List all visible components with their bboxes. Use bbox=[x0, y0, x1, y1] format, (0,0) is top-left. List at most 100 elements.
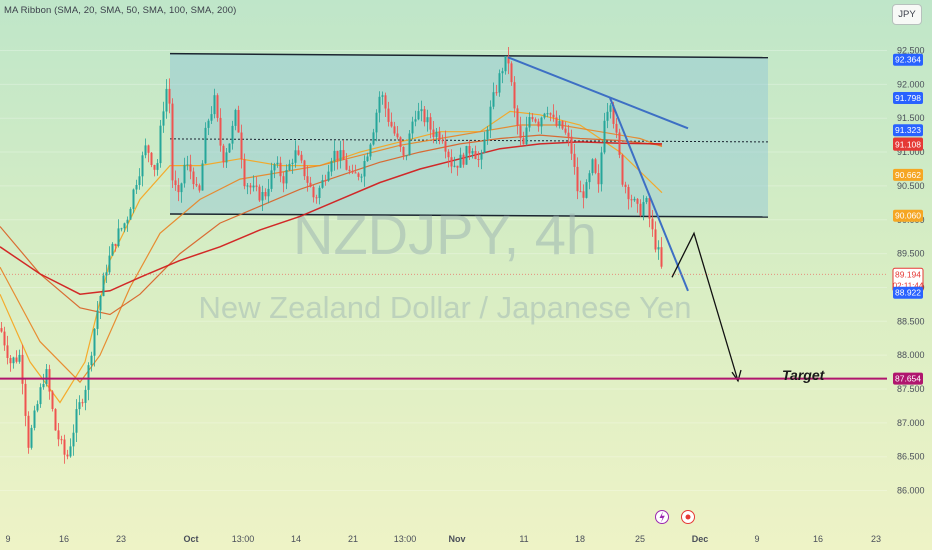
candle bbox=[594, 159, 597, 173]
candle bbox=[327, 171, 330, 181]
currency-badge[interactable]: JPY bbox=[892, 4, 922, 25]
candle bbox=[12, 357, 15, 364]
candle bbox=[255, 185, 258, 187]
candle bbox=[495, 92, 498, 94]
candle bbox=[645, 198, 648, 203]
candle bbox=[162, 111, 165, 126]
upper-trendline bbox=[507, 56, 689, 130]
candle bbox=[540, 117, 543, 127]
candle bbox=[231, 125, 234, 144]
x-tick-label: 13:00 bbox=[232, 534, 255, 544]
candle bbox=[450, 157, 453, 167]
candle bbox=[279, 162, 282, 177]
price-label-box bbox=[893, 53, 923, 66]
event-icon-dot bbox=[685, 514, 691, 520]
indicator-legend[interactable]: MA Ribbon (SMA, 20, SMA, 50, SMA, 100, S… bbox=[4, 5, 237, 16]
candle bbox=[468, 146, 471, 154]
candle bbox=[15, 357, 18, 362]
candle bbox=[60, 439, 63, 441]
candle bbox=[447, 151, 450, 158]
candle bbox=[66, 454, 69, 457]
candle bbox=[510, 63, 513, 83]
candle bbox=[615, 123, 618, 133]
candle bbox=[114, 243, 117, 246]
candle bbox=[462, 154, 465, 165]
candle bbox=[258, 186, 261, 201]
candle bbox=[294, 150, 297, 163]
candle bbox=[117, 228, 120, 246]
candle bbox=[342, 150, 345, 160]
candle bbox=[372, 132, 375, 145]
candle bbox=[621, 154, 624, 185]
candle bbox=[180, 183, 183, 193]
candle bbox=[30, 427, 33, 448]
y-tick-label: 90.500 bbox=[897, 181, 925, 191]
price-axis: 92.50092.00091.50091.00090.50090.00089.5… bbox=[892, 46, 925, 496]
lightning-event-icon[interactable] bbox=[655, 510, 669, 524]
candle bbox=[432, 129, 435, 137]
candle bbox=[561, 121, 564, 129]
candle bbox=[345, 159, 348, 170]
candle bbox=[108, 255, 111, 273]
price-label: 90.662 bbox=[893, 168, 923, 181]
channel-top-line bbox=[169, 52, 769, 59]
candle bbox=[159, 125, 162, 164]
candle bbox=[546, 113, 549, 115]
candle bbox=[9, 358, 12, 364]
candle bbox=[144, 145, 147, 156]
candle bbox=[534, 119, 537, 122]
candle bbox=[528, 117, 531, 128]
price-label: 88.922 bbox=[893, 286, 923, 299]
candle bbox=[219, 117, 222, 146]
candle bbox=[639, 203, 642, 216]
candle bbox=[132, 189, 135, 209]
drawings bbox=[0, 56, 887, 383]
candle bbox=[387, 108, 390, 122]
candle bbox=[315, 197, 318, 199]
candle bbox=[606, 111, 609, 121]
candle bbox=[378, 96, 381, 113]
candle bbox=[399, 137, 402, 147]
candle bbox=[69, 446, 72, 457]
candle bbox=[330, 161, 333, 172]
candle bbox=[636, 198, 639, 204]
candle bbox=[48, 369, 51, 392]
candle bbox=[33, 410, 36, 428]
candle bbox=[51, 391, 54, 409]
candle bbox=[147, 145, 150, 153]
candle bbox=[408, 133, 411, 156]
candle bbox=[99, 296, 102, 311]
candle bbox=[444, 141, 447, 152]
candle bbox=[618, 132, 621, 155]
candle bbox=[597, 173, 600, 185]
economic-event-icon[interactable] bbox=[681, 510, 695, 524]
candles bbox=[0, 47, 663, 464]
candle bbox=[183, 164, 186, 184]
y-tick-label: 92.000 bbox=[897, 79, 925, 89]
candle bbox=[177, 185, 180, 193]
candle bbox=[96, 310, 99, 329]
candle bbox=[351, 171, 354, 173]
price-label-value: 91.108 bbox=[895, 140, 921, 150]
price-label: 91.323 bbox=[893, 124, 923, 137]
candle bbox=[273, 164, 276, 171]
price-label-box bbox=[893, 372, 923, 385]
candle bbox=[609, 105, 612, 112]
candle bbox=[168, 88, 171, 104]
candle bbox=[81, 402, 84, 404]
candle bbox=[87, 365, 90, 390]
candle bbox=[396, 133, 399, 138]
candle bbox=[516, 108, 519, 126]
candle bbox=[129, 208, 132, 220]
price-label-box bbox=[893, 124, 923, 137]
price-label: 87.654 bbox=[893, 372, 923, 385]
candle bbox=[276, 162, 279, 165]
candle bbox=[252, 185, 255, 188]
candle bbox=[24, 383, 27, 416]
candle bbox=[84, 389, 87, 403]
candle bbox=[522, 138, 525, 145]
candle bbox=[75, 409, 78, 433]
candle bbox=[189, 164, 192, 172]
candle bbox=[576, 166, 579, 192]
